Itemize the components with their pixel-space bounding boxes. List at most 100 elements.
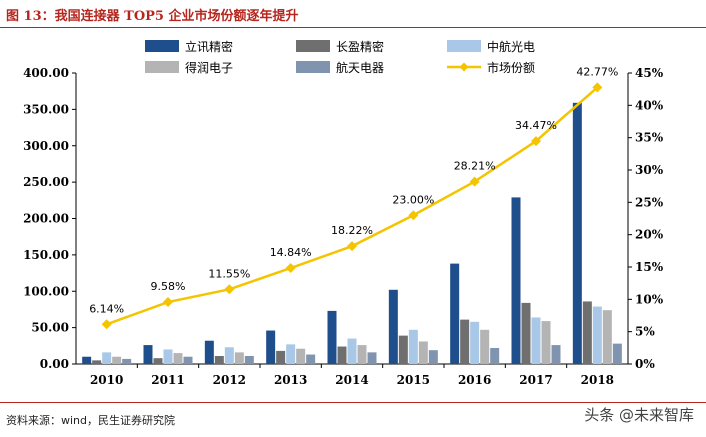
- bar-2: [286, 344, 296, 364]
- share-data-label: 34.47%: [515, 119, 557, 132]
- x-tick-label: 2011: [151, 373, 184, 387]
- bar-1: [153, 358, 163, 364]
- right-tick-label: 15%: [635, 260, 664, 274]
- bar-0: [204, 340, 214, 364]
- right-tick-label: 45%: [635, 66, 664, 80]
- bar-4: [244, 355, 254, 364]
- share-marker: [101, 319, 112, 330]
- legend-label: 市场份额: [487, 60, 535, 75]
- x-tick-label: 2010: [90, 373, 123, 387]
- bar-1: [460, 319, 470, 364]
- left-tick-label: 400.00: [23, 66, 69, 80]
- bar-3: [480, 329, 490, 364]
- share-data-label: 11.55%: [208, 267, 250, 280]
- bar-2: [102, 352, 112, 364]
- right-tick-label: 5%: [635, 325, 655, 339]
- bar-4: [306, 354, 316, 364]
- bar-3: [541, 321, 551, 364]
- bar-1: [337, 346, 347, 364]
- bar-1: [92, 360, 102, 364]
- right-tick-label: 10%: [635, 292, 664, 306]
- bar-2: [347, 338, 357, 364]
- share-data-label: 18.22%: [331, 224, 373, 237]
- bar-4: [367, 352, 377, 364]
- legend-label: 中航光电: [487, 39, 535, 54]
- bar-3: [112, 356, 122, 364]
- left-tick-label: 200.00: [23, 212, 69, 226]
- x-tick-label: 2014: [335, 373, 368, 387]
- bar-0: [143, 345, 153, 364]
- bar-0: [327, 310, 337, 364]
- left-tick-label: 350.00: [23, 102, 69, 116]
- bar-1: [276, 350, 286, 364]
- bar-3: [234, 352, 244, 364]
- legend-label: 立讯精密: [185, 39, 233, 54]
- bar-2: [163, 349, 173, 364]
- bar-2: [592, 306, 602, 364]
- bar-3: [418, 341, 428, 364]
- legend-label: 长盈精密: [336, 39, 384, 54]
- bar-2: [470, 321, 480, 364]
- bar-2: [531, 317, 541, 364]
- bar-0: [572, 102, 582, 364]
- source-note: 资料来源：wind，民生证券研究院: [6, 414, 176, 427]
- left-tick-label: 50.00: [31, 321, 69, 335]
- bar-0: [450, 263, 460, 364]
- legend-label: 航天电器: [336, 60, 384, 75]
- share-marker: [469, 176, 480, 187]
- share-marker: [163, 297, 173, 308]
- share-marker: [531, 136, 541, 147]
- x-tick-label: 2013: [274, 373, 307, 387]
- bar-4: [122, 358, 132, 364]
- bar-4: [490, 347, 500, 364]
- share-marker: [347, 241, 357, 252]
- legend-marker-swatch: [459, 62, 469, 72]
- left-tick-label: 300.00: [23, 139, 69, 153]
- bar-0: [388, 289, 398, 364]
- share-data-label: 6.14%: [89, 302, 124, 315]
- source-divider: [0, 402, 706, 403]
- bar-1: [521, 302, 531, 364]
- share-marker: [592, 82, 603, 93]
- bar-0: [511, 197, 521, 364]
- legend-swatch: [296, 40, 330, 52]
- left-tick-label: 0.00: [40, 357, 69, 371]
- share-marker: [408, 210, 419, 221]
- left-tick-label: 150.00: [23, 248, 69, 262]
- share-data-label: 28.21%: [454, 160, 496, 173]
- x-tick-label: 2017: [519, 373, 552, 387]
- watermark: 头条 @未来智库: [584, 406, 694, 424]
- bar-1: [582, 301, 592, 364]
- title-divider: [0, 27, 706, 28]
- right-tick-label: 35%: [635, 131, 664, 145]
- right-tick-label: 20%: [635, 228, 664, 242]
- bar-0: [82, 356, 92, 364]
- bar-3: [173, 353, 183, 364]
- bar-4: [428, 350, 438, 364]
- legend-swatch: [145, 40, 179, 52]
- figure-title: 图 13：我国连接器 TOP5 企业市场份额逐年提升: [6, 9, 299, 24]
- bar-3: [357, 345, 367, 364]
- x-tick-label: 2015: [397, 373, 430, 387]
- bar-3: [602, 310, 612, 364]
- share-data-label: 23.00%: [392, 193, 434, 206]
- bar-2: [408, 329, 418, 364]
- bar-4: [183, 356, 193, 364]
- x-tick-label: 2016: [458, 373, 491, 387]
- right-tick-label: 40%: [635, 98, 664, 112]
- legend-swatch: [296, 61, 330, 73]
- bar-2: [224, 347, 234, 364]
- bar-0: [266, 330, 276, 364]
- left-tick-label: 250.00: [23, 175, 69, 189]
- share-data-label: 9.58%: [151, 280, 186, 293]
- right-tick-label: 30%: [635, 163, 664, 177]
- legend-label: 得润电子: [185, 60, 233, 75]
- left-tick-label: 100.00: [23, 284, 69, 298]
- share-marker: [224, 284, 235, 295]
- bar-4: [612, 343, 622, 364]
- right-tick-label: 0%: [635, 357, 655, 371]
- share-marker: [285, 263, 296, 274]
- x-tick-label: 2018: [581, 373, 614, 387]
- bar-4: [551, 345, 561, 364]
